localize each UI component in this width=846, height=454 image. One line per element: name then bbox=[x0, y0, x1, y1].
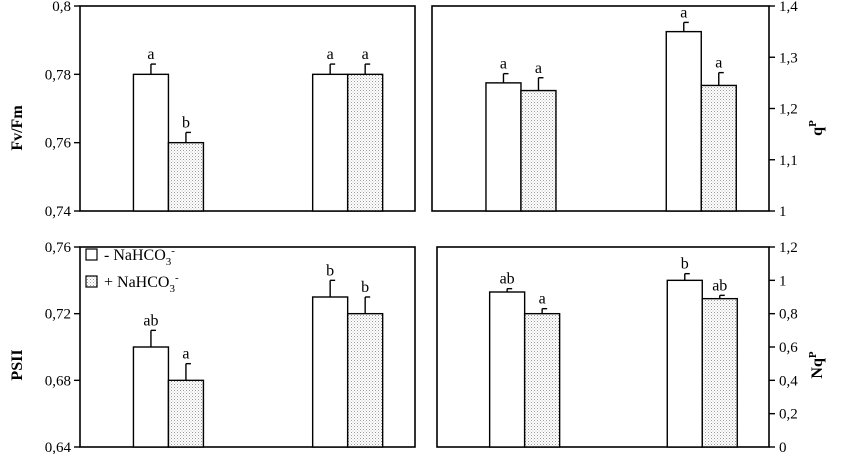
legend-label: + NaHCO3- bbox=[104, 272, 179, 295]
y-tick-label: 0,8 bbox=[52, 0, 71, 15]
significance-label: a bbox=[147, 46, 154, 63]
y-tick-label: 0,78 bbox=[45, 67, 71, 83]
bar-plus-nahco3 bbox=[700, 84, 737, 212]
significance-label: b bbox=[681, 256, 689, 273]
legend: - NaHCO3- + NaHCO3- bbox=[85, 245, 179, 295]
y-tick-label: 0,8 bbox=[779, 307, 798, 323]
bar-plus-nahco3 bbox=[167, 141, 205, 212]
significance-label: b bbox=[326, 262, 334, 279]
bar-plus-nahco3 bbox=[523, 312, 561, 448]
significance-label: a bbox=[535, 60, 542, 77]
y-tick-label: 0,4 bbox=[779, 373, 798, 389]
significance-label: a bbox=[680, 4, 687, 21]
bar-minus-nahco3 bbox=[132, 73, 170, 212]
significance-label: a bbox=[362, 46, 369, 63]
y-tick-label: 0,64 bbox=[45, 440, 72, 454]
significance-label: a bbox=[182, 346, 189, 363]
bar-minus-nahco3 bbox=[665, 30, 702, 212]
panel-2: 1 1,1 1,2 1,3 1,4 qP a a a a bbox=[431, 0, 826, 220]
significance-label: ab bbox=[712, 277, 727, 294]
bar-minus-nahco3 bbox=[311, 296, 349, 448]
y-axis-label: Fv/Fm bbox=[9, 105, 26, 151]
y-tick-label: 1,4 bbox=[779, 0, 798, 15]
significance-label: b bbox=[361, 279, 369, 296]
significance-label: ab bbox=[143, 312, 158, 329]
y-tick-label: 0,68 bbox=[45, 373, 71, 389]
y-tick-label: 0 bbox=[779, 440, 787, 454]
y-tick-label: 0,6 bbox=[779, 340, 798, 356]
bar-minus-nahco3 bbox=[485, 82, 522, 212]
bar-plus-nahco3 bbox=[346, 73, 384, 212]
y-tick-label: 1 bbox=[779, 204, 787, 220]
bar-minus-nahco3 bbox=[311, 73, 349, 212]
significance-label: a bbox=[500, 56, 507, 73]
significance-label: ab bbox=[500, 271, 515, 288]
y-tick-label: 0,72 bbox=[45, 307, 71, 323]
y-axis-label: NqP bbox=[807, 351, 826, 378]
y-tick-label: 1,1 bbox=[779, 153, 798, 169]
legend-label: - NaHCO3- bbox=[104, 245, 175, 268]
y-tick-label: 1 bbox=[779, 273, 787, 289]
significance-label: a bbox=[539, 291, 546, 308]
y-axis-label: PSII bbox=[9, 349, 26, 380]
y-tick-label: 0,76 bbox=[45, 240, 72, 256]
bar-plus-nahco3 bbox=[346, 312, 384, 448]
significance-label: a bbox=[327, 46, 334, 63]
panel-1: 0,74 0,76 0,78 0,8 Fv/Fm a b a a bbox=[9, 0, 416, 220]
significance-label: b bbox=[182, 114, 190, 131]
legend-swatch bbox=[85, 248, 98, 261]
bar-minus-nahco3 bbox=[666, 279, 703, 448]
y-tick-label: 1,3 bbox=[779, 50, 798, 66]
y-tick-label: 0,76 bbox=[45, 136, 72, 152]
bar-minus-nahco3 bbox=[488, 291, 526, 448]
y-tick-label: 1,2 bbox=[779, 102, 798, 118]
bar-plus-nahco3 bbox=[167, 379, 205, 448]
plot-frame bbox=[79, 5, 416, 212]
bar-minus-nahco3 bbox=[132, 346, 170, 448]
plot-frame bbox=[79, 246, 416, 448]
y-tick-label: 1,2 bbox=[779, 240, 798, 256]
y-tick-label: 0,2 bbox=[779, 407, 798, 423]
legend-swatch bbox=[85, 275, 98, 288]
bar-plus-nahco3 bbox=[520, 89, 557, 212]
y-axis-label: qP bbox=[807, 120, 826, 136]
bar-plus-nahco3 bbox=[701, 297, 738, 448]
y-tick-label: 0,74 bbox=[45, 204, 72, 220]
significance-label: a bbox=[715, 55, 722, 72]
